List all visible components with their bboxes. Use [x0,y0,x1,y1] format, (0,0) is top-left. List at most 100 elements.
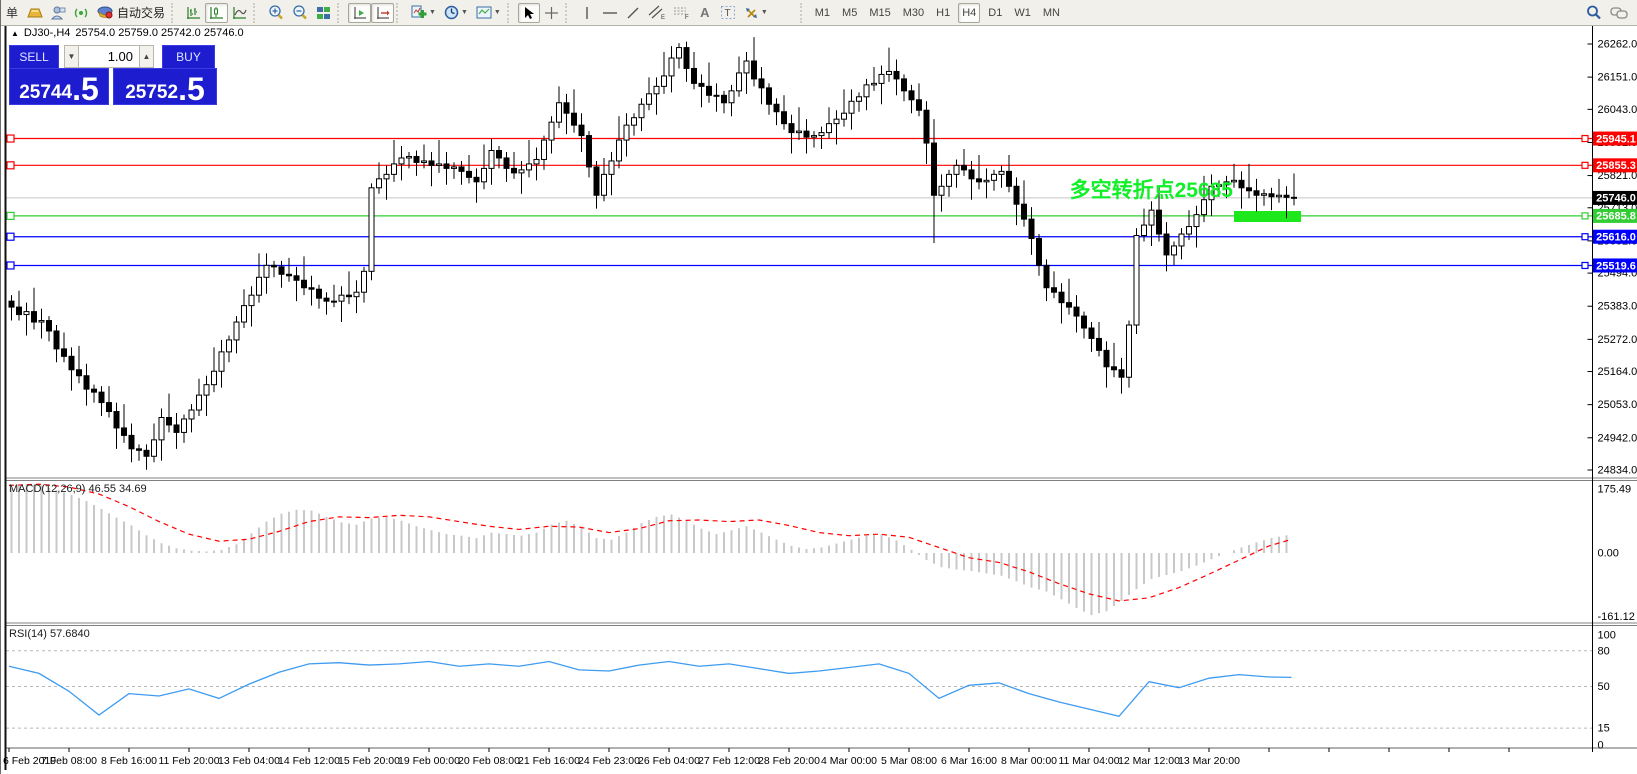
vertical-line-icon[interactable] [576,3,598,23]
text-icon[interactable]: A [700,5,710,20]
candle-bull [983,179,990,183]
buy-button[interactable]: BUY [162,45,215,68]
candle-bull [638,103,645,119]
timeframe-m30[interactable]: M30 [902,6,925,19]
bar-chart-icon[interactable] [182,3,205,23]
macd-signal-line [8,483,1292,602]
search-icon[interactable] [1582,3,1606,23]
volume-increase-button[interactable]: ▲ [139,45,154,68]
timeframe-m5[interactable]: M5 [842,6,858,19]
candle-bear [173,424,180,433]
timeframe-m15[interactable]: M15 [869,6,891,19]
candle-bull [871,82,877,86]
y-tick-label: 25272.0 [1598,334,1637,346]
trendline-icon[interactable] [622,3,644,23]
candle-bear [721,94,727,104]
sell-button[interactable]: SELL [9,45,59,68]
cursor-icon[interactable] [517,2,540,23]
tile-windows-icon[interactable] [312,3,335,23]
zoom-out-icon[interactable] [288,3,312,23]
channel-icon[interactable]: E [644,3,669,23]
chart-annotation-text[interactable]: 多空转折点25685 [1069,179,1233,202]
new-order-button[interactable]: 单 [1,3,23,23]
candle-bull [533,158,540,165]
candle-bull [451,166,457,169]
chart-ohlc-values: 25754.0 25759.0 25742.0 25746.0 [75,27,244,39]
fibonacci-icon[interactable]: F [669,3,694,23]
chart-shift-icon[interactable] [371,2,395,23]
buy-price-frac: .5 [178,70,205,107]
y-tick-label: 25053.0 [1598,399,1637,411]
level-anchor-right[interactable] [1581,212,1589,220]
candlestick-chart-icon[interactable] [205,2,229,23]
highlight-zone[interactable] [1234,211,1301,222]
x-tick-label: 20 Feb 08:00 [458,755,520,767]
sell-price[interactable]: 25744 .5 [9,68,109,105]
volume-decrease-button[interactable]: ▼ [64,45,79,68]
auto-trading-button[interactable]: 自动交易 [93,3,169,23]
level-anchor-left[interactable] [6,134,15,143]
timeframe-h4[interactable]: H4 [958,2,981,23]
candle-bear [758,78,765,89]
level-anchor-right[interactable] [1581,134,1589,143]
periods-button[interactable]: ▼ [440,3,472,23]
timeframe-mn[interactable]: MN [1042,6,1060,19]
candle-bear [496,150,502,159]
level-anchor-right[interactable] [1581,261,1589,270]
level-anchor-right[interactable] [1581,233,1589,241]
candle-bull [1171,245,1177,256]
chart-collapse-icon[interactable]: ▲ [11,28,19,38]
chart-window-title: ▲ DJ30-,H4 25754.0 25759.0 25742.0 25746… [11,27,244,39]
chat-icon[interactable] [1606,3,1632,23]
level-anchor-left[interactable] [6,232,15,241]
rsi-scale-label: 0 [1598,740,1604,752]
crosshair-icon[interactable] [540,3,563,23]
candle-bull [818,132,825,137]
candle-bear [1058,291,1065,304]
chart-autoscroll-icon[interactable] [348,2,372,23]
candle-bull [488,150,495,169]
candle-bear [1006,170,1012,187]
candle-bull [1276,194,1282,198]
candle-bull [226,339,232,353]
level-anchor-left[interactable] [6,211,15,220]
line-chart-icon[interactable] [228,3,251,23]
price-badge-label: 25945.1 [1596,133,1636,145]
timeframe-d1[interactable]: D1 [988,6,1003,19]
timeframe-w1[interactable]: W1 [1014,6,1031,19]
candle-bear [961,164,967,171]
candle-bear [1291,196,1297,199]
x-tick-label: 11 Mar 04:00 [1058,755,1119,767]
timeframe-h1[interactable]: H1 [936,6,951,19]
arrows-button[interactable]: ▼ [740,3,772,23]
horizontal-line-icon[interactable] [598,3,622,23]
timeframe-m1[interactable]: M1 [814,6,831,19]
label-icon[interactable]: T [716,3,740,23]
candle-bull [631,117,637,126]
candle-bear [271,264,277,268]
level-anchor-left[interactable] [6,261,15,270]
rsi-scale-label: 80 [1598,645,1610,657]
price-badge-label: 25616.0 [1596,232,1636,244]
gold-ingot-icon[interactable] [23,3,47,23]
candle-bull [1126,324,1132,378]
add-indicator-button[interactable]: ▼ [407,3,440,23]
candle-bull [331,300,337,303]
level-anchor-right[interactable] [1581,161,1589,169]
zoom-in-icon[interactable] [264,3,288,23]
candle-bear [923,109,930,144]
template-button[interactable]: ▼ [472,3,505,23]
volume-input[interactable]: 1.00 [79,45,139,68]
buy-price[interactable]: 25752 .5 [113,68,217,105]
candle-bear [143,449,150,457]
rsi-line [8,660,1292,717]
arrows-icon [745,7,757,18]
y-tick-label: 24942.0 [1598,432,1637,444]
toolbar-separator [253,2,262,23]
candle-bull [653,85,660,95]
publisher-icon[interactable] [47,3,70,23]
level-anchor-left[interactable] [6,161,15,170]
candle-bull [256,276,262,296]
signal-icon[interactable] [70,3,93,23]
